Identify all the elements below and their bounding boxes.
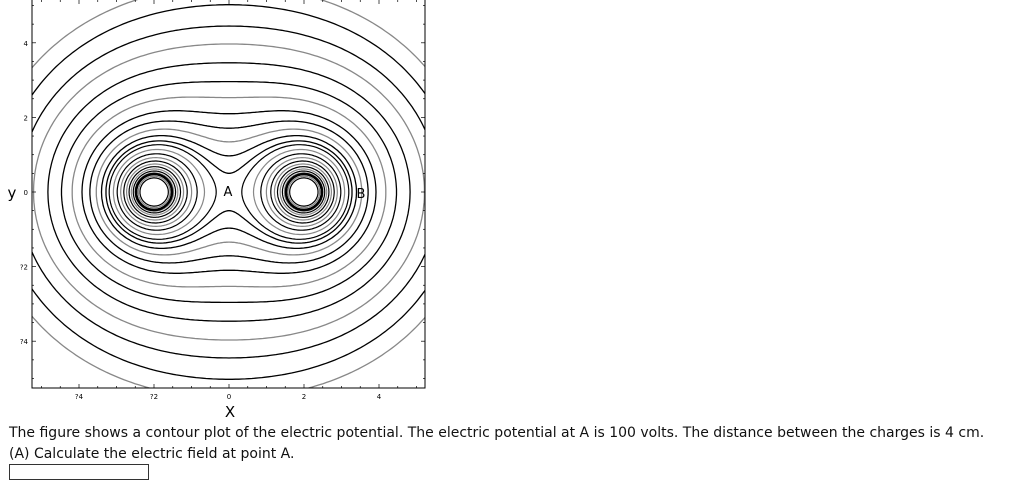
x-tick-label: ?4	[75, 393, 84, 401]
x-tick-label: ?2	[150, 393, 158, 401]
point-label: A	[224, 185, 233, 200]
contour	[112, 148, 206, 236]
contour	[287, 175, 321, 209]
contour	[60, 80, 398, 304]
contour	[71, 96, 387, 288]
y-tick-label: 4	[24, 40, 29, 48]
charge-ring	[284, 172, 324, 212]
contour	[281, 170, 326, 214]
x-tick-label: 4	[377, 393, 382, 401]
question-part: (A) Calculate the electric field at poin…	[9, 446, 295, 462]
contour	[120, 157, 193, 227]
contour	[123, 160, 188, 224]
tick-labels: ?4 4 ?2 2 0 0 2 ?2 4 ?4	[20, 40, 382, 401]
plot-frame	[31, 0, 426, 389]
x-tick-label: 2	[302, 393, 306, 401]
figure: A B X y ?4 4 ?2 2 0 0 2 ?2 4 ?4	[8, 0, 426, 421]
contour	[276, 166, 330, 218]
contour	[32, 4, 425, 380]
contour	[260, 153, 342, 231]
contour	[126, 163, 185, 221]
y-tick-label: ?4	[20, 338, 29, 346]
y-axis-label: y	[8, 184, 17, 202]
contour	[137, 175, 171, 209]
contour	[81, 110, 377, 274]
contour	[132, 170, 177, 214]
answer-input[interactable]	[9, 464, 149, 480]
contour	[265, 157, 338, 227]
tick-marks	[32, 0, 425, 388]
contour	[100, 134, 358, 250]
x-axis-label: X	[225, 403, 235, 421]
contour	[252, 148, 346, 236]
contour	[270, 160, 335, 224]
contour	[139, 177, 169, 207]
contour	[130, 168, 179, 216]
contour	[289, 177, 319, 207]
y-tick-label: 0	[24, 189, 28, 197]
contour	[32, 25, 425, 359]
contour	[47, 62, 411, 322]
contour-lines	[32, 0, 425, 388]
contour	[128, 166, 182, 218]
contour	[279, 168, 328, 216]
contour	[105, 140, 353, 244]
contour	[108, 144, 217, 240]
y-tick-label: 2	[24, 114, 28, 122]
contour	[89, 120, 369, 264]
contour	[241, 144, 350, 240]
contour	[95, 128, 363, 256]
contour	[273, 163, 332, 221]
contour	[32, 0, 425, 388]
question-text: The figure shows a contour plot of the e…	[9, 425, 985, 441]
x-tick-label: 0	[227, 393, 231, 401]
contour	[116, 153, 198, 231]
point-label: B	[357, 187, 366, 202]
charge-ring	[134, 172, 174, 212]
y-tick-label: ?2	[20, 264, 28, 272]
